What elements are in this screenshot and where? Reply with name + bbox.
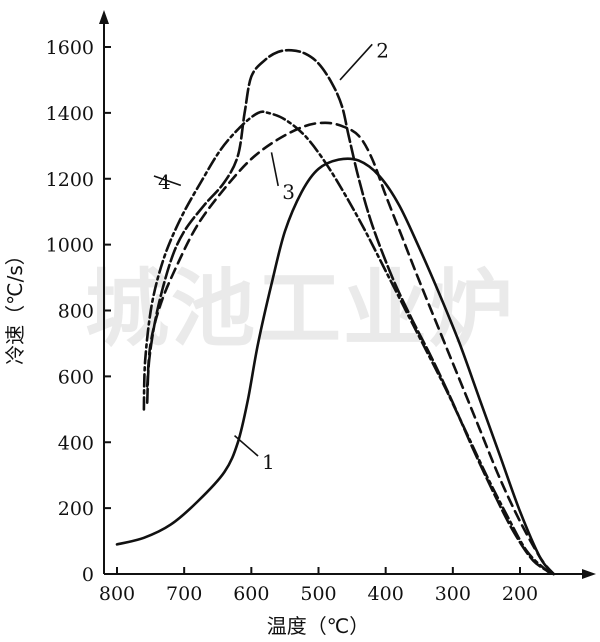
y-tick-label: 0 xyxy=(82,564,94,586)
watermark-text: 城池工业炉 xyxy=(85,260,515,358)
x-tick-label: 300 xyxy=(435,583,471,605)
series-line-3 xyxy=(145,121,555,576)
y-tick-label: 800 xyxy=(58,301,94,323)
curve-label-2: 2 xyxy=(376,38,389,62)
y-tick-label: 1400 xyxy=(46,103,94,125)
leader-line-3 xyxy=(270,152,279,187)
x-axis-arrow xyxy=(582,569,596,579)
y-tick-label: 1200 xyxy=(46,169,94,191)
leader-line-2 xyxy=(339,43,373,81)
series-line-1 xyxy=(115,157,555,576)
series-line-4 xyxy=(142,110,555,576)
curve-label-1: 1 xyxy=(262,450,275,474)
y-axis-title: 冷速（℃/s） xyxy=(3,245,27,365)
x-tick-label: 400 xyxy=(368,583,404,605)
y-tick-label: 400 xyxy=(58,432,94,454)
series-group xyxy=(115,48,555,576)
y-tick-label: 1600 xyxy=(46,37,94,59)
y-tick-label: 200 xyxy=(58,498,94,520)
x-tick-label: 500 xyxy=(300,583,336,605)
x-tick-label: 600 xyxy=(233,583,269,605)
x-tick-label: 700 xyxy=(166,583,202,605)
y-tick-label: 1000 xyxy=(46,235,94,257)
leader-line-1 xyxy=(234,435,259,457)
y-axis-arrow xyxy=(99,10,109,24)
curve-label-3: 3 xyxy=(282,180,295,204)
curve-labels: 1 2 3 4 xyxy=(153,38,389,474)
x-axis-title: 温度（℃） xyxy=(267,614,369,638)
y-tick-label: 600 xyxy=(58,366,94,388)
leader-line-4 xyxy=(153,175,182,187)
x-tick-label: 800 xyxy=(99,583,135,605)
curve-label-4: 4 xyxy=(158,170,171,194)
x-tick-label: 200 xyxy=(502,583,538,605)
